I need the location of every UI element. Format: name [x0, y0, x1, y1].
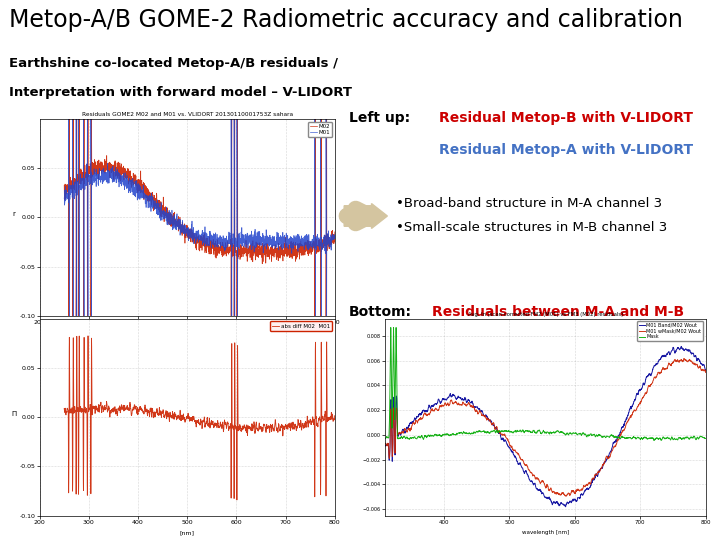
abs diff M02  M01 [184, 415, 193, 421]
M01 [323, 237, 331, 243]
Y-axis label: r: r [12, 211, 15, 217]
Text: •Broad-band structure in M-A channel 3: •Broad-band structure in M-A channel 3 [396, 197, 662, 210]
abs diff M02  M01 [73, 407, 82, 414]
M01 [74, 183, 83, 190]
abs diff M02  M01 [192, 419, 200, 426]
M01 [192, 228, 200, 235]
abs diff M02  M01 [323, 418, 331, 425]
M01 [273, 236, 282, 242]
abs diff M02  M01 [60, 405, 68, 411]
Y-axis label: Π: Π [12, 411, 17, 417]
Legend: abs diff M02  M01: abs diff M02 M01 [270, 321, 332, 331]
M02 [323, 235, 331, 241]
X-axis label: [nm]: [nm] [180, 530, 194, 536]
X-axis label: wavelength [nm]: wavelength [nm] [522, 530, 569, 536]
X-axis label: [nm]: [nm] [180, 330, 194, 336]
Title: Avg. ln (scan-corrected FM2 (M01) vs FM3 (M02) residuals): Avg. ln (scan-corrected FM2 (M01) vs FM3… [468, 312, 623, 317]
Text: •Small-scale structures in M-B channel 3: •Small-scale structures in M-B channel 3 [396, 221, 667, 234]
Text: Earthshine co-located Metop-A/B residuals /: Earthshine co-located Metop-A/B residual… [9, 57, 338, 70]
M01 [60, 195, 68, 202]
M01 [330, 232, 339, 238]
Text: Bottom:: Bottom: [349, 305, 412, 319]
M01 [64, 116, 73, 122]
M02 [330, 228, 339, 235]
Text: Residual Metop-A with V-LIDORT: Residual Metop-A with V-LIDORT [439, 143, 693, 157]
Text: Left up:: Left up: [349, 111, 410, 125]
M02 [273, 245, 282, 252]
M02 [74, 180, 83, 186]
Text: Residuals between M-A and M-B: Residuals between M-A and M-B [432, 305, 684, 319]
Legend: M02, M01: M02, M01 [307, 122, 332, 137]
abs diff M02  M01 [273, 429, 282, 435]
Text: Metop-A/B GOME-2 Radiometric accuracy and calibration: Metop-A/B GOME-2 Radiometric accuracy an… [9, 8, 683, 32]
Title: Residuals GOME2 M02 and M01 vs. VLIDORT 20130110001753Z sahara: Residuals GOME2 M02 and M01 vs. VLIDORT … [81, 112, 293, 117]
M02 [64, 313, 73, 319]
M02 [184, 233, 193, 240]
Line: abs diff M02  M01: abs diff M02 M01 [64, 336, 335, 500]
Line: M02: M02 [64, 119, 335, 316]
abs diff M02  M01 [233, 497, 241, 503]
M02 [65, 116, 73, 122]
FancyArrow shape [344, 204, 387, 228]
Legend: M01 Band/M02 Wout, M01 wMask/M02 Wout, Mask: M01 Band/M02 Wout, M01 wMask/M02 Wout, M… [637, 321, 703, 341]
M02 [323, 247, 331, 254]
Line: M01: M01 [64, 119, 335, 316]
abs diff M02  M01 [84, 333, 92, 339]
M01 [65, 313, 73, 319]
abs diff M02  M01 [323, 417, 331, 423]
M01 [323, 242, 331, 248]
Text: Interpretation with forward model – V-LIDORT: Interpretation with forward model – V-LI… [9, 86, 351, 99]
abs diff M02  M01 [330, 413, 339, 419]
M01 [184, 233, 193, 240]
Text: Residual Metop-B with V-LIDORT: Residual Metop-B with V-LIDORT [439, 111, 693, 125]
M02 [60, 182, 68, 188]
M02 [192, 230, 200, 237]
